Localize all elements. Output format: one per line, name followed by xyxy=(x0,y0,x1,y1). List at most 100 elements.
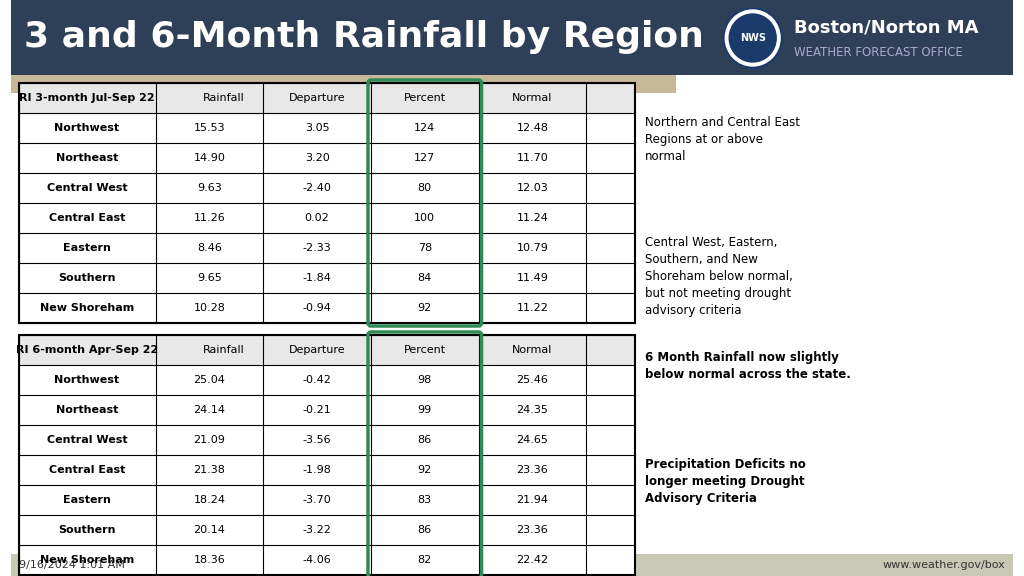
Text: 3.05: 3.05 xyxy=(305,123,330,133)
Text: Southern: Southern xyxy=(58,525,116,535)
Text: RI 3-month Jul-Sep 22: RI 3-month Jul-Sep 22 xyxy=(19,93,155,103)
Text: 18.24: 18.24 xyxy=(194,495,225,505)
Bar xyxy=(18,203,635,233)
Text: 92: 92 xyxy=(418,465,432,475)
Text: 18.36: 18.36 xyxy=(194,555,225,565)
Text: Precipitation Deficits no
longer meeting Drought
Advisory Criteria: Precipitation Deficits no longer meeting… xyxy=(645,458,806,505)
Text: 78: 78 xyxy=(418,243,432,253)
Bar xyxy=(18,173,635,203)
Text: Central West: Central West xyxy=(47,435,127,445)
Text: 82: 82 xyxy=(418,555,432,565)
Text: New Shoreham: New Shoreham xyxy=(40,555,134,565)
Text: Central West: Central West xyxy=(47,183,127,193)
Text: 15.53: 15.53 xyxy=(194,123,225,133)
Text: 124: 124 xyxy=(414,123,435,133)
Text: www.weather.gov/box: www.weather.gov/box xyxy=(883,560,1006,570)
Text: 83: 83 xyxy=(418,495,432,505)
Bar xyxy=(18,455,635,485)
Text: -1.84: -1.84 xyxy=(303,273,332,283)
Text: 98: 98 xyxy=(418,375,432,385)
Text: 10.28: 10.28 xyxy=(194,303,225,313)
Text: 3 and 6-Month Rainfall by Region: 3 and 6-Month Rainfall by Region xyxy=(25,21,705,55)
Text: 84: 84 xyxy=(418,273,432,283)
Text: 92: 92 xyxy=(418,303,432,313)
Text: Rainfall: Rainfall xyxy=(203,93,245,103)
Text: Normal: Normal xyxy=(512,93,553,103)
Text: -0.42: -0.42 xyxy=(303,375,332,385)
Text: Southern: Southern xyxy=(58,273,116,283)
Bar xyxy=(18,335,635,365)
Bar xyxy=(18,113,635,143)
Text: 24.14: 24.14 xyxy=(194,405,225,415)
Text: -0.21: -0.21 xyxy=(303,405,332,415)
Text: 127: 127 xyxy=(414,153,435,163)
Text: Eastern: Eastern xyxy=(63,243,111,253)
Bar xyxy=(18,83,635,113)
Text: Percent: Percent xyxy=(403,93,445,103)
Bar xyxy=(18,233,635,263)
Text: 23.36: 23.36 xyxy=(516,465,548,475)
Bar xyxy=(18,515,635,545)
Text: -2.40: -2.40 xyxy=(303,183,332,193)
Text: Northeast: Northeast xyxy=(56,405,118,415)
Bar xyxy=(18,293,635,323)
Text: 86: 86 xyxy=(418,435,432,445)
Text: Eastern: Eastern xyxy=(63,495,111,505)
Text: New Shoreham: New Shoreham xyxy=(40,303,134,313)
Bar xyxy=(18,545,635,575)
Text: 9.65: 9.65 xyxy=(197,273,222,283)
Text: NWS: NWS xyxy=(739,33,766,43)
Bar xyxy=(18,263,635,293)
Circle shape xyxy=(723,8,782,68)
Text: 12.48: 12.48 xyxy=(516,123,549,133)
Text: 0.02: 0.02 xyxy=(305,213,330,223)
Text: 8.46: 8.46 xyxy=(197,243,222,253)
Text: 24.65: 24.65 xyxy=(516,435,549,445)
Bar xyxy=(18,395,635,425)
Circle shape xyxy=(729,14,776,62)
Text: Percent: Percent xyxy=(403,345,445,355)
Text: Central West, Eastern,
Southern, and New
Shoreham below normal,
but not meeting : Central West, Eastern, Southern, and New… xyxy=(645,236,793,317)
Text: 21.94: 21.94 xyxy=(516,495,549,505)
Bar xyxy=(10,75,676,93)
Text: -3.56: -3.56 xyxy=(303,435,332,445)
Text: Boston/Norton MA: Boston/Norton MA xyxy=(794,19,978,37)
Text: Central East: Central East xyxy=(49,213,125,223)
Bar xyxy=(18,365,635,395)
Text: 99: 99 xyxy=(418,405,432,415)
Text: 21.38: 21.38 xyxy=(194,465,225,475)
Text: 11.49: 11.49 xyxy=(516,273,549,283)
Text: 80: 80 xyxy=(418,183,432,193)
Text: -1.98: -1.98 xyxy=(303,465,332,475)
Text: Departure: Departure xyxy=(289,345,345,355)
Text: Rainfall: Rainfall xyxy=(203,345,245,355)
Text: -0.94: -0.94 xyxy=(303,303,332,313)
Bar xyxy=(18,83,635,323)
Text: Northeast: Northeast xyxy=(56,153,118,163)
Text: -3.70: -3.70 xyxy=(303,495,332,505)
Text: 25.46: 25.46 xyxy=(516,375,549,385)
Circle shape xyxy=(725,10,780,66)
Text: 10.79: 10.79 xyxy=(516,243,549,253)
Text: Central East: Central East xyxy=(49,465,125,475)
Text: Departure: Departure xyxy=(289,93,345,103)
Text: -4.06: -4.06 xyxy=(303,555,332,565)
Bar xyxy=(10,0,1013,75)
Text: 11.70: 11.70 xyxy=(516,153,548,163)
Text: 9.63: 9.63 xyxy=(197,183,222,193)
Text: 23.36: 23.36 xyxy=(516,525,548,535)
Text: 22.42: 22.42 xyxy=(516,555,549,565)
Text: 12.03: 12.03 xyxy=(516,183,548,193)
Text: Normal: Normal xyxy=(512,345,553,355)
Text: Northwest: Northwest xyxy=(54,375,120,385)
Text: 100: 100 xyxy=(415,213,435,223)
Text: 21.09: 21.09 xyxy=(194,435,225,445)
Text: 24.35: 24.35 xyxy=(516,405,549,415)
Bar xyxy=(10,554,1013,576)
Text: 6 Month Rainfall now slightly
below normal across the state.: 6 Month Rainfall now slightly below norm… xyxy=(645,351,851,381)
Text: 3.20: 3.20 xyxy=(305,153,330,163)
Text: WEATHER FORECAST OFFICE: WEATHER FORECAST OFFICE xyxy=(794,46,963,59)
Text: -3.22: -3.22 xyxy=(303,525,332,535)
Bar xyxy=(18,143,635,173)
Bar xyxy=(18,425,635,455)
